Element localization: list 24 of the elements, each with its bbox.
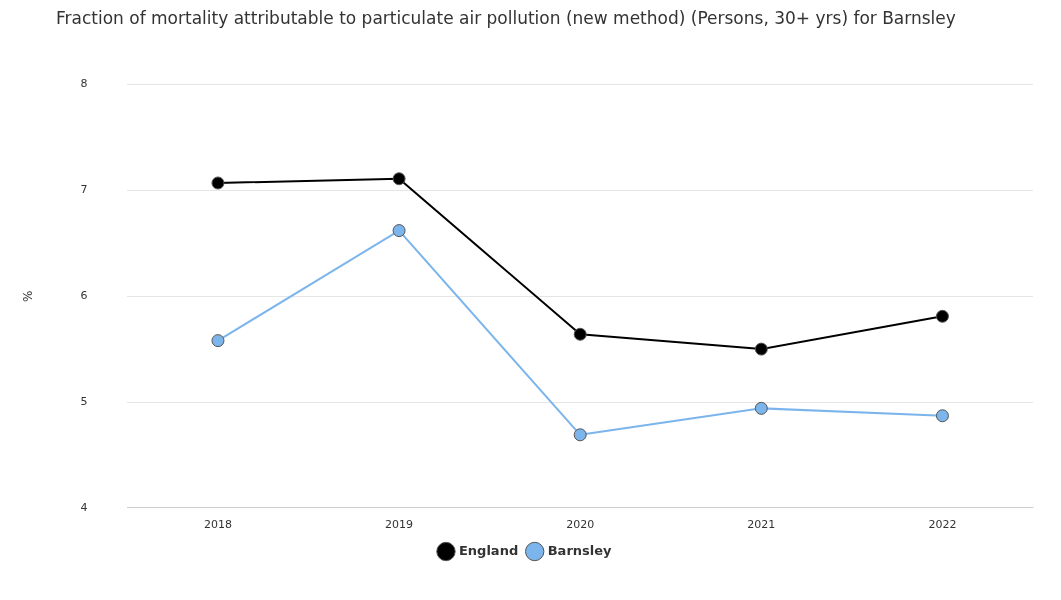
chart-title: Fraction of mortality attributable to particulate air pollution (new method) (Persons, 30+ yrs) for Barnsley bbox=[56, 8, 957, 28]
x-tick-label: 2022 bbox=[928, 518, 957, 532]
point bbox=[573, 327, 587, 341]
y-tick-label: 6 bbox=[80, 289, 88, 303]
x-tick-label: 2019 bbox=[385, 518, 414, 532]
legend-label: Barnsley bbox=[547, 542, 613, 558]
y-tick-label: 8 bbox=[80, 77, 88, 91]
y-tick-label: 4 bbox=[80, 500, 88, 514]
x-tick-label: 2020 bbox=[566, 518, 595, 532]
y-axis-title: % bbox=[21, 290, 36, 302]
point bbox=[754, 401, 768, 415]
y-tick-label: 5 bbox=[80, 394, 88, 408]
point bbox=[935, 309, 949, 323]
x-tick-label: 2021 bbox=[747, 518, 776, 532]
legend-label: England bbox=[458, 542, 519, 558]
x-tick-label: 2018 bbox=[203, 518, 232, 532]
point bbox=[754, 342, 768, 356]
point bbox=[211, 176, 225, 190]
point bbox=[211, 334, 225, 348]
y-tick-label: 7 bbox=[80, 183, 88, 197]
point bbox=[573, 428, 587, 442]
point bbox=[392, 224, 406, 238]
point bbox=[935, 409, 949, 423]
point bbox=[392, 172, 406, 186]
